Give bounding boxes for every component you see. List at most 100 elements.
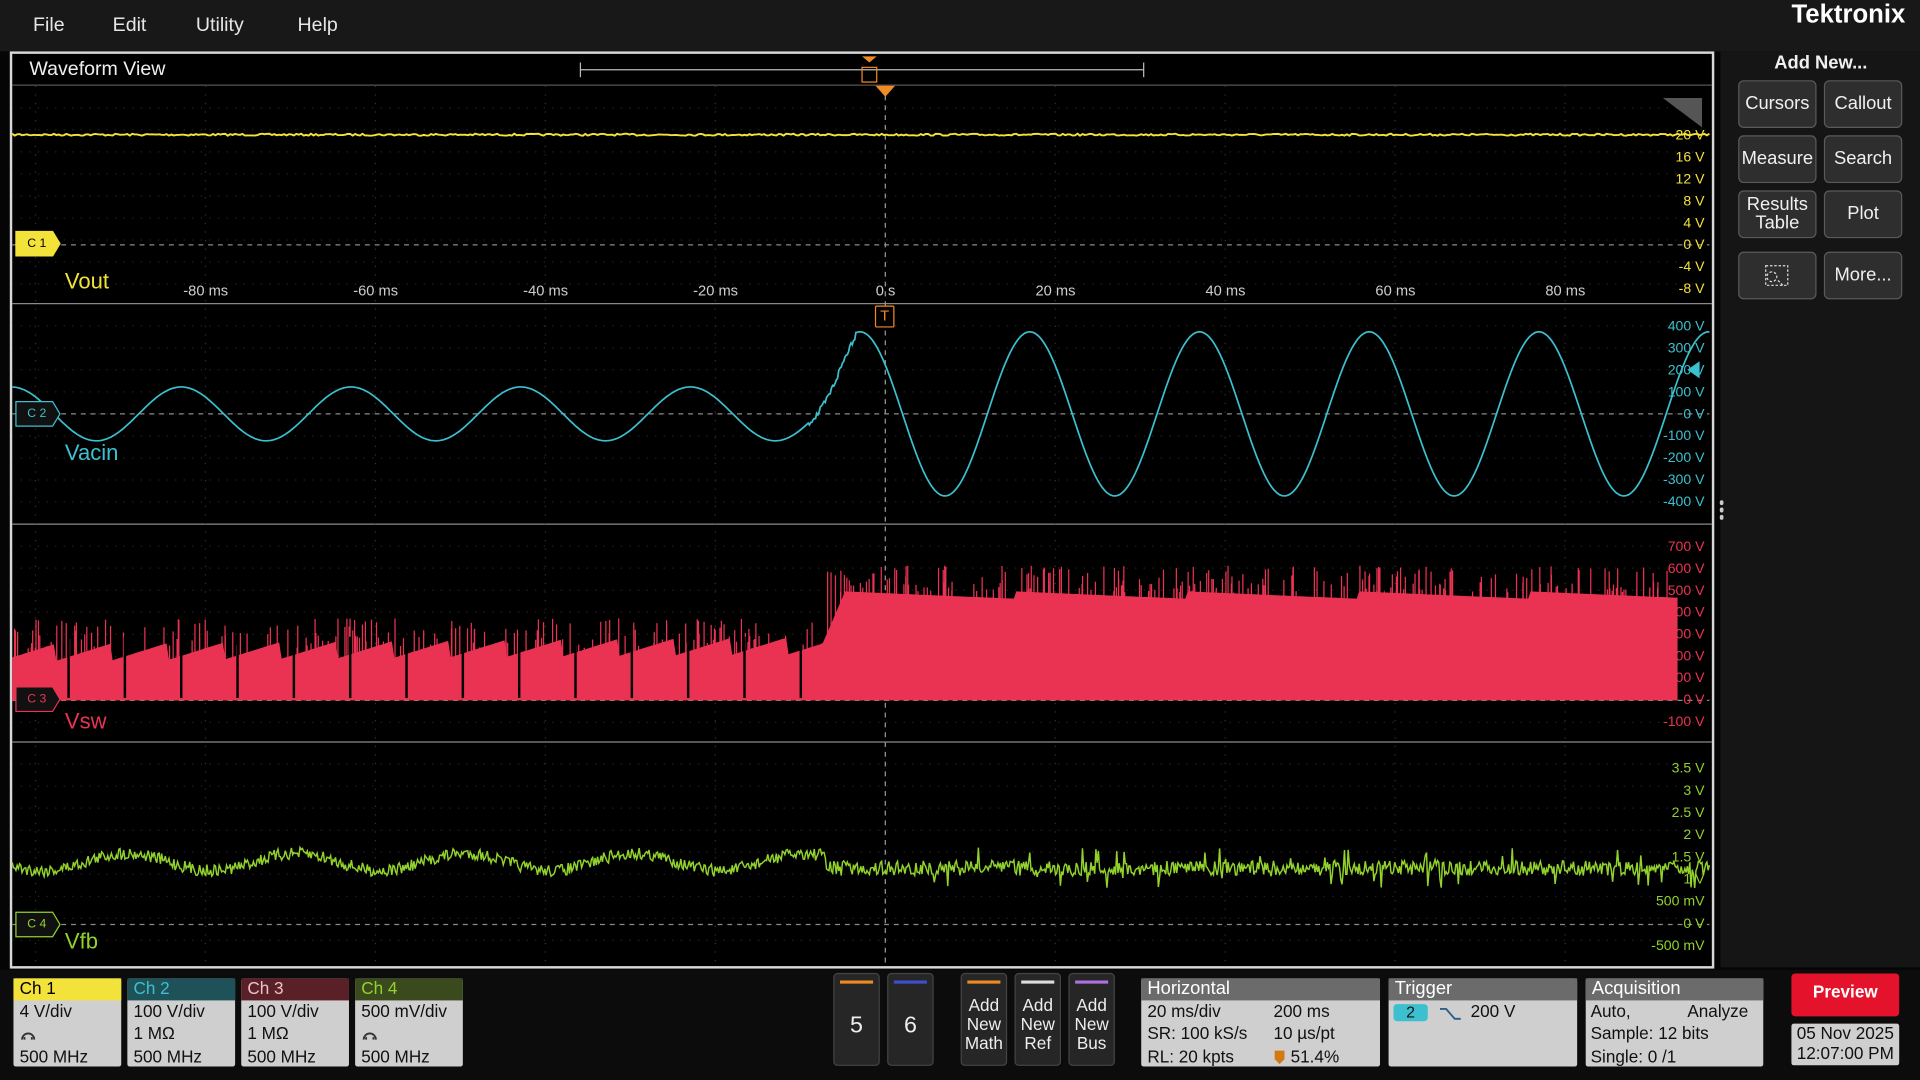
trigger-level-arrow [1687, 361, 1700, 379]
channel-bandwidth: 500 MHz [133, 1046, 202, 1066]
settings-box-header[interactable] [1585, 978, 1764, 1001]
scale-label: -8 V [1679, 280, 1705, 296]
acquisition-mode: Auto, [1591, 1001, 1631, 1021]
channel-bandwidth: 500 MHz [247, 1046, 316, 1066]
scale-label: 300 V [1668, 625, 1705, 641]
menu-item[interactable]: Help [298, 14, 338, 36]
sidebar-button-label[interactable]: Callout [1834, 92, 1891, 113]
horizontal-duration: 200 ms [1273, 1001, 1329, 1021]
channel-box-title[interactable]: Ch 4 [361, 978, 398, 998]
channel-box[interactable] [355, 978, 463, 1067]
slot-label[interactable]: 5 [850, 1011, 863, 1037]
sidebar-button-label[interactable]: Cursors [1745, 92, 1809, 113]
ui: File Edit Utility Help Tektronix Waveform Vie… [13, 1, 1906, 1067]
channel-box-title[interactable]: Ch 3 [247, 978, 283, 998]
slot-button[interactable] [887, 972, 934, 1066]
settings-box-title[interactable]: Acquisition [1592, 977, 1681, 998]
channel-name: Vacin [65, 440, 118, 465]
channel-box-header[interactable] [355, 978, 463, 1001]
add-button[interactable] [960, 972, 1008, 1066]
sample-rate: SR: 100 kS/s [1147, 1023, 1247, 1043]
settings-box-header[interactable] [1388, 978, 1578, 1001]
add-button-label[interactable]: New [1021, 1014, 1056, 1034]
add-button-label[interactable]: Add [1076, 995, 1106, 1015]
probe-icon [362, 1032, 377, 1040]
add-button-label[interactable]: Add [1023, 995, 1053, 1015]
settings-box[interactable] [1141, 978, 1380, 1067]
channel-badge[interactable] [15, 911, 61, 938]
trigger-source-badge [1393, 1004, 1428, 1022]
add-button-label[interactable]: Add [969, 995, 999, 1015]
add-button-label[interactable]: Bus [1077, 1033, 1107, 1053]
acquisition-single: Single: 0 /1 [1591, 1046, 1677, 1066]
sidebar-button-label[interactable]: Results [1747, 193, 1808, 214]
scale-label: 400 V [1668, 604, 1705, 620]
channel-box-header[interactable] [127, 978, 236, 1001]
add-button[interactable] [1068, 972, 1115, 1066]
channel-box-header[interactable] [241, 978, 349, 1001]
channel-box[interactable] [241, 978, 349, 1067]
sidebar-button-label[interactable]: More... [1834, 263, 1891, 284]
trigger-marker: T [880, 308, 889, 324]
acquisition-sample: Sample: 12 bits [1591, 1023, 1709, 1043]
channel-badge[interactable] [15, 401, 61, 427]
waveform-frame [9, 51, 1715, 969]
sidebar-button[interactable] [1738, 135, 1817, 184]
settings-box-title[interactable]: Trigger [1395, 977, 1452, 998]
channel-badge[interactable] [15, 686, 61, 713]
add-button[interactable] [1014, 972, 1062, 1066]
slot-button[interactable] [833, 972, 880, 1066]
channel-box-title[interactable]: Ch 2 [133, 978, 169, 998]
sidebar-button-label[interactable]: Table [1755, 211, 1799, 232]
add-button-label[interactable]: Ref [1024, 1033, 1051, 1053]
settings-box-title[interactable]: Horizontal [1147, 977, 1230, 998]
scale-label: 4 V [1683, 214, 1705, 230]
time-label: -60 ms [353, 283, 398, 299]
channel-badge-label: C 2 [27, 406, 46, 420]
sidebar-button-label[interactable]: Plot [1847, 202, 1879, 223]
sidebar-button[interactable] [1823, 190, 1903, 239]
position-icon [1274, 1050, 1285, 1065]
add-button-label[interactable]: Math [965, 1033, 1003, 1053]
scale-label: 2.5 V [1672, 804, 1705, 820]
sidebar-button[interactable] [1823, 135, 1903, 184]
slot-label[interactable]: 6 [904, 1011, 917, 1037]
channel-box[interactable] [127, 978, 236, 1067]
scale-label: 300 V [1668, 340, 1705, 356]
time-label: -40 ms [523, 283, 568, 299]
sidebar-button[interactable] [1738, 190, 1817, 239]
channel-box[interactable] [13, 978, 122, 1067]
sidebar-button[interactable] [1823, 80, 1903, 128]
menu-item[interactable]: Edit [113, 14, 147, 36]
sidebar-button[interactable] [1823, 251, 1903, 300]
probe-icon [21, 1032, 36, 1040]
preview-label[interactable]: Preview [1813, 982, 1878, 1002]
scale-label: 0 V [1683, 405, 1705, 421]
sidebar-button-label[interactable]: Search [1834, 147, 1892, 168]
channel-box-header[interactable] [13, 978, 122, 1001]
scale-label: 8 V [1683, 192, 1705, 208]
sidebar-button[interactable] [1738, 251, 1817, 300]
channel-badge[interactable] [15, 230, 61, 257]
time-label: 40 ms [1205, 283, 1245, 299]
add-button-label[interactable]: New [967, 1014, 1002, 1034]
preview-button[interactable] [1791, 973, 1900, 1017]
settings-box[interactable] [1388, 978, 1578, 1067]
menu-item[interactable]: File [33, 14, 65, 36]
scale-label: 16 V [1676, 149, 1706, 165]
time-label: 80 ms [1545, 283, 1585, 299]
scale-label: -200 V [1663, 449, 1705, 465]
sidebar-button-label[interactable]: Measure [1742, 147, 1813, 168]
channel-box-title[interactable]: Ch 1 [20, 978, 56, 998]
trace-ch4 [11, 845, 1711, 889]
settings-box[interactable] [1585, 978, 1764, 1067]
add-button-label[interactable]: New [1074, 1014, 1109, 1034]
scale-label: -100 V [1663, 713, 1705, 729]
menu-item[interactable]: Utility [196, 14, 244, 36]
trigger-marker-box [874, 305, 895, 328]
scale-label: 2 V [1683, 826, 1705, 842]
settings-box-header[interactable] [1141, 978, 1380, 1001]
scale-label: 0 V [1683, 691, 1705, 707]
sidebar-button[interactable] [1738, 80, 1817, 128]
